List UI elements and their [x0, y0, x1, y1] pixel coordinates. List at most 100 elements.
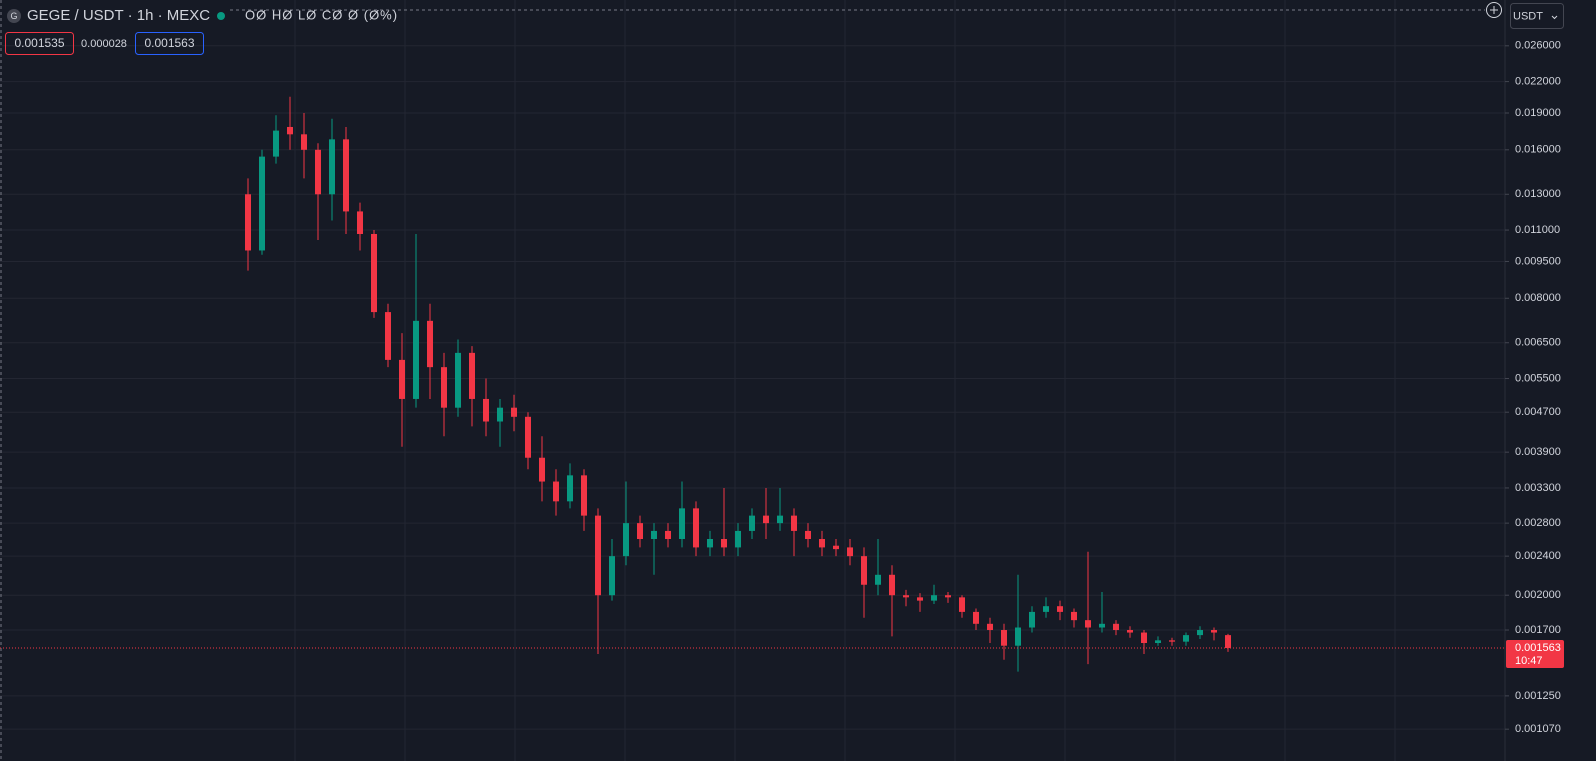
- y-tick-label: 0.002400: [1515, 550, 1561, 562]
- y-tick-label: 0.022000: [1515, 75, 1561, 87]
- y-tick-label: 0.006500: [1515, 337, 1561, 349]
- price-axis: 0.026000 0.022000 0.019000 0.016000 0.013000…: [1505, 40, 1561, 735]
- candle-body: [693, 508, 699, 548]
- candle-body: [819, 539, 825, 548]
- bar-countdown: 10:47: [1515, 655, 1543, 667]
- candle-body: [343, 139, 349, 212]
- y-tick-label: 0.001070: [1515, 723, 1561, 735]
- candle-body: [1099, 623, 1105, 628]
- candle-body: [749, 515, 755, 531]
- y-tick-label: 0.002000: [1515, 589, 1561, 601]
- y-tick-label: 0.011000: [1515, 224, 1560, 236]
- y-tick-label: 0.001700: [1515, 624, 1561, 636]
- candle-body: [665, 530, 671, 540]
- candle-body: [525, 416, 531, 458]
- candle-body: [357, 211, 363, 234]
- y-tick-label: 0.016000: [1515, 144, 1561, 156]
- candle-body: [259, 156, 265, 251]
- candle-body: [679, 508, 685, 540]
- candle-body: [427, 320, 433, 368]
- candle-body: [1085, 620, 1091, 628]
- candle-body: [875, 574, 881, 585]
- y-tick-label: 0.003900: [1515, 446, 1561, 458]
- candle-body: [861, 556, 867, 585]
- candles: [245, 96, 1231, 672]
- candle-body: [511, 407, 517, 417]
- candle-body: [1001, 630, 1007, 646]
- ohlc-readout: OØ HØ LØ CØ Ø (Ø%): [245, 7, 398, 22]
- candle-body: [567, 475, 573, 502]
- symbol-title[interactable]: GEGE / USDT · 1h · MEXC: [27, 7, 210, 24]
- candle-body: [329, 139, 335, 195]
- y-tick-label: 0.026000: [1515, 40, 1561, 52]
- candle-body: [903, 595, 909, 598]
- candle-body: [1015, 627, 1021, 646]
- candle-body: [917, 597, 923, 601]
- candle-body: [539, 457, 545, 482]
- y-tick-label: 0.019000: [1515, 107, 1561, 119]
- candle-body: [931, 595, 937, 601]
- candle-body: [245, 194, 251, 251]
- candle-body: [777, 515, 783, 524]
- sell-button[interactable]: [5, 32, 74, 55]
- candle-body: [1211, 630, 1217, 633]
- candle-body: [623, 523, 629, 557]
- candle-body: [581, 475, 587, 516]
- candle-body: [1029, 611, 1035, 628]
- candle-body: [371, 233, 377, 313]
- candle-body: [847, 547, 853, 557]
- candle-body: [651, 530, 657, 540]
- candle-body: [1183, 635, 1189, 642]
- candle-body: [1155, 640, 1161, 644]
- candle-body: [805, 530, 811, 540]
- candle-body: [413, 320, 419, 399]
- candle-body: [441, 367, 447, 408]
- candle-body: [315, 149, 321, 195]
- candle-body: [595, 515, 601, 596]
- candle-body: [1225, 635, 1231, 649]
- candle-body: [273, 130, 279, 157]
- candle-body: [735, 530, 741, 548]
- spread: 0.000028: [81, 38, 127, 50]
- candle-body: [1043, 606, 1049, 612]
- time-grid: [294, 0, 1396, 761]
- currency-button[interactable]: [1510, 3, 1564, 29]
- candle-body: [721, 539, 727, 548]
- y-tick-label: 0.003300: [1515, 482, 1561, 494]
- symbol-logo-letter: G: [10, 11, 17, 21]
- candle-body: [469, 352, 475, 399]
- y-tick-label: 0.005500: [1515, 372, 1561, 384]
- candle-body: [553, 481, 559, 502]
- candle-body: [1169, 640, 1175, 642]
- candle-body: [287, 126, 293, 135]
- currency-label[interactable]: USDT: [1513, 10, 1543, 22]
- last-price-label: 0.001563: [1515, 642, 1561, 654]
- candle-body: [497, 407, 503, 422]
- candle-body: [959, 597, 965, 612]
- candle-body: [987, 623, 993, 631]
- candle-body: [1141, 632, 1147, 644]
- candle-body: [791, 515, 797, 531]
- candle-body: [483, 398, 489, 422]
- ask-price[interactable]: 0.001563: [144, 36, 194, 50]
- candle-body: [973, 611, 979, 624]
- candle-body: [833, 545, 839, 550]
- candle-body: [385, 312, 391, 360]
- add-icon: [1490, 6, 1498, 14]
- currency-caret: [1551, 15, 1558, 20]
- y-tick-label: 0.002800: [1515, 517, 1561, 529]
- bid-price[interactable]: 0.001535: [14, 36, 64, 50]
- candle-body: [1113, 623, 1119, 631]
- market-status[interactable]: [217, 12, 225, 20]
- candle-body: [1071, 611, 1077, 621]
- buy-button[interactable]: [135, 32, 204, 55]
- candle-body: [609, 556, 615, 596]
- candle-body: [763, 515, 769, 524]
- candle-body: [1127, 630, 1133, 633]
- candle-body: [1197, 630, 1203, 636]
- last-price-box: [1506, 640, 1564, 669]
